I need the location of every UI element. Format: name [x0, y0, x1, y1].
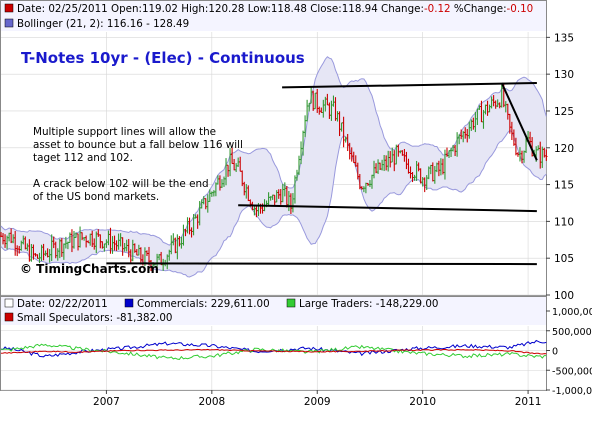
y-tick-label: 100 — [554, 290, 574, 302]
y-tick-label: 500,000 — [552, 327, 592, 338]
y-tick-label: 1,000,000 — [552, 307, 592, 318]
x-tick-label: 2011 — [515, 396, 542, 408]
cot-y-axis: 1,000,000 500,000 0 -500,000 -1,000,000 — [546, 307, 592, 397]
legend-label: Small Speculators: -81,382.00 — [17, 312, 172, 324]
header-value: -0.10 — [507, 3, 534, 15]
trend-line — [238, 204, 537, 213]
y-tick-label: 110 — [554, 216, 574, 228]
header-value: -0.12 — [424, 3, 454, 15]
annotation-line: asset to bounce but a fall below 116 wil… — [33, 139, 243, 151]
legend-swatch — [286, 298, 296, 308]
x-tick-label: 2008 — [198, 396, 225, 408]
bollinger-swatch — [4, 18, 14, 28]
trend-line — [282, 82, 537, 89]
x-tick-label: 2007 — [93, 396, 120, 408]
header-value: Close:118.94 — [310, 3, 381, 15]
y-tick-label: 125 — [554, 106, 574, 118]
trend-line — [106, 262, 537, 266]
cot-legend-bar — [1, 297, 546, 325]
bollinger-upper — [0, 56, 547, 246]
y-tick-label: 0 — [552, 347, 558, 358]
legend-swatch — [124, 298, 134, 308]
y-tick-label: 130 — [554, 69, 574, 81]
cot-legend: Date: 02/22/2011 Commercials: 229,611.00 L… — [4, 298, 438, 324]
price-swatch — [4, 3, 14, 13]
chart-title: T-Notes 10yr - (Elec) - Continuous — [21, 49, 305, 67]
y-tick-label: 105 — [554, 253, 574, 265]
legend-label: Commercials: 229,611.00 — [137, 298, 270, 310]
trend-lines — [106, 82, 538, 266]
header-value: High:120.28 — [181, 3, 247, 15]
x-tick-label: 2009 — [304, 396, 331, 408]
header-value: Low:118.48 — [248, 3, 311, 15]
ohlc-bar — [545, 149, 548, 161]
bollinger-lower — [0, 129, 547, 278]
header-bar — [1, 1, 546, 31]
cot-lines — [0, 339, 547, 360]
y-tick-label: 120 — [554, 143, 574, 155]
annotation-text: Multiple support lines will allow theass… — [33, 126, 243, 203]
header-value: Open:119.02 — [111, 3, 181, 15]
annotation-line: A crack below 102 will be the end — [33, 178, 209, 190]
bollinger-band — [0, 56, 547, 278]
bollinger-fill — [1, 56, 547, 277]
y-tick-label: -1,000,000 — [552, 386, 592, 397]
legend-label: Large Traders: -148,229.00 — [299, 298, 438, 310]
annotation-line: taget 112 and 102. — [33, 152, 133, 164]
bollinger-label: Bollinger (21, 2): 116.16 - 128.49 — [17, 18, 189, 30]
x-axis: 2007 2008 2009 2010 2011 — [93, 390, 541, 408]
header-value: Change: — [381, 3, 424, 15]
price-bars — [0, 82, 548, 272]
trend-line — [500, 82, 538, 161]
watermark: © TimingCharts.com — [20, 262, 159, 276]
y-tick-label: 135 — [554, 32, 574, 44]
x-tick-label: 2010 — [409, 396, 436, 408]
header-value: %Change: — [454, 3, 507, 15]
legend-swatch — [4, 312, 14, 322]
price-grid — [1, 32, 546, 296]
header-value: Date: 02/25/2011 — [17, 3, 111, 15]
legend-swatch — [4, 298, 14, 308]
annotation-line: of the US bond markets. — [33, 191, 159, 203]
header-values: Date: 02/25/2011 Open:119.02 High:120.28… — [17, 3, 533, 15]
cot-series-line — [0, 348, 547, 355]
y-tick-label: -500,000 — [552, 366, 592, 377]
legend-label: Date: 02/22/2011 — [17, 298, 108, 310]
y-tick-label: 115 — [554, 180, 574, 192]
price-y-axis: 100 105 110 115 120 125 130 135 — [546, 32, 574, 302]
annotation-line: Multiple support lines will allow the — [33, 126, 216, 138]
